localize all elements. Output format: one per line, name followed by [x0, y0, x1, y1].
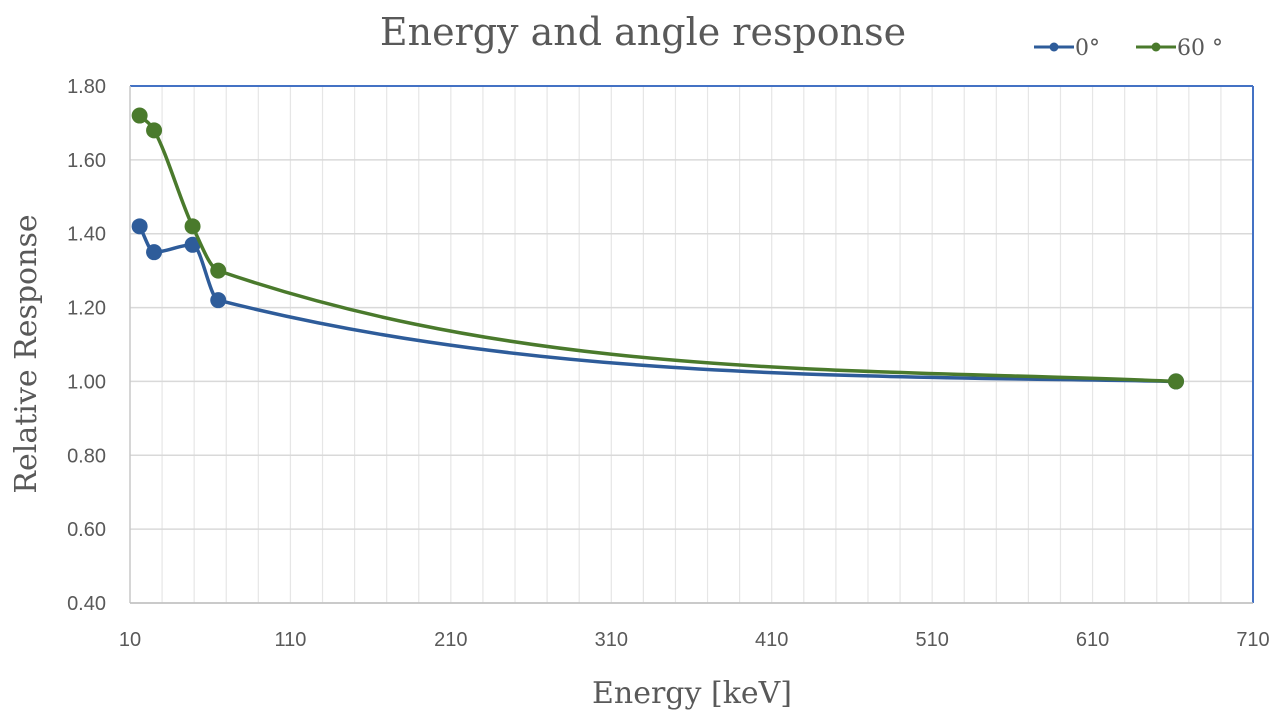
series-60-deg — [131, 107, 1184, 390]
x-tick-label: 10 — [119, 629, 141, 651]
y-tick-label: 1.40 — [67, 224, 106, 246]
tick-labels: 10 110 210 310 410 510 610 710 0.40 0.60 0.80 1.00 1… — [67, 76, 1270, 651]
x-tick-label: 310 — [595, 629, 628, 651]
data-point — [210, 262, 227, 279]
legend-item: 0° — [1034, 36, 1100, 61]
legend-marker — [1049, 42, 1059, 52]
series-line — [138, 114, 1177, 384]
y-tick-label: 1.00 — [67, 371, 106, 393]
x-tick-label: 110 — [274, 629, 306, 651]
x-tick-label: 610 — [1076, 629, 1109, 651]
series-group — [131, 107, 1184, 390]
legend-label: 0° — [1075, 36, 1100, 61]
data-point — [210, 292, 227, 309]
x-axis-title: Energy [keV] — [592, 676, 792, 711]
data-point — [184, 236, 201, 253]
y-tick-label: 1.60 — [67, 150, 106, 172]
data-point — [1167, 373, 1184, 390]
data-point — [131, 107, 148, 124]
axes — [129, 85, 1254, 604]
grid — [130, 85, 1253, 604]
data-point — [131, 218, 148, 235]
y-tick-label: 0.40 — [67, 593, 106, 615]
x-tick-label: 510 — [915, 629, 948, 651]
data-point — [184, 218, 201, 235]
y-tick-label: 1.80 — [67, 76, 106, 98]
legend-label: 60 ° — [1177, 36, 1223, 61]
x-tick-label: 710 — [1236, 629, 1269, 651]
data-point — [146, 244, 163, 261]
y-tick-label: 0.60 — [67, 519, 106, 541]
legend: 0° 60 ° — [1034, 36, 1223, 61]
y-tick-label: 0.80 — [67, 445, 106, 467]
y-axis-title: Relative Response — [9, 214, 44, 493]
chart-title: Energy and angle response — [380, 10, 906, 54]
data-point — [146, 122, 163, 139]
x-tick-label: 210 — [434, 629, 467, 651]
legend-item: 60 ° — [1136, 36, 1223, 61]
series-0-deg — [131, 218, 1184, 390]
legend-marker — [1151, 42, 1161, 52]
x-tick-label: 410 — [755, 629, 788, 651]
y-tick-label: 1.20 — [67, 298, 106, 320]
